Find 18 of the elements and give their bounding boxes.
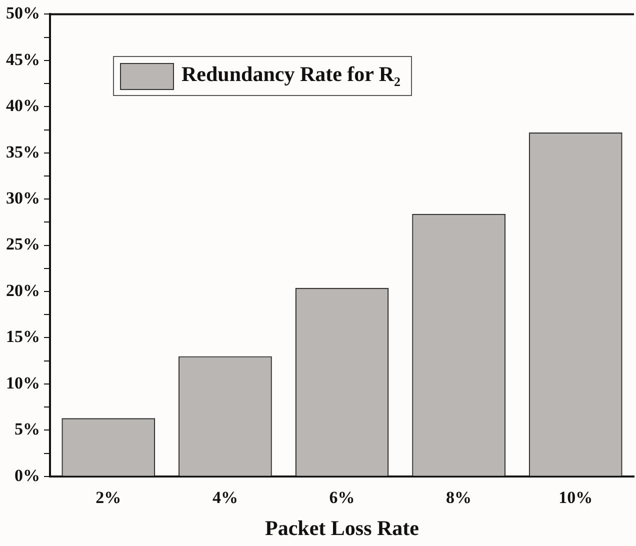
y-tick-label: 15%	[6, 327, 40, 346]
y-tick-label: 20%	[6, 280, 40, 300]
legend-label: Redundancy Rate for R$_{2}$	[182, 62, 401, 90]
y-tick-label: 30%	[6, 188, 40, 208]
x-tick-label: 8%	[446, 488, 472, 507]
x-tick-label: 4%	[212, 488, 238, 507]
x-axis-title: Packet Loss Rate	[265, 516, 419, 540]
y-tick-label: 0%	[14, 466, 40, 485]
y-tick-label: 10%	[6, 373, 40, 392]
y-tick-label: 35%	[6, 142, 40, 162]
y-tick-label: 5%	[14, 420, 40, 439]
x-tick-label: 2%	[96, 488, 122, 507]
x-tick-label: 6%	[329, 488, 355, 507]
y-tick-label: 25%	[6, 234, 40, 254]
y-tick-label: 45%	[6, 50, 40, 69]
x-tick-label: 10%	[558, 488, 593, 507]
y-tick-label: 50%	[6, 4, 40, 23]
y-tick-label: 40%	[6, 96, 40, 116]
